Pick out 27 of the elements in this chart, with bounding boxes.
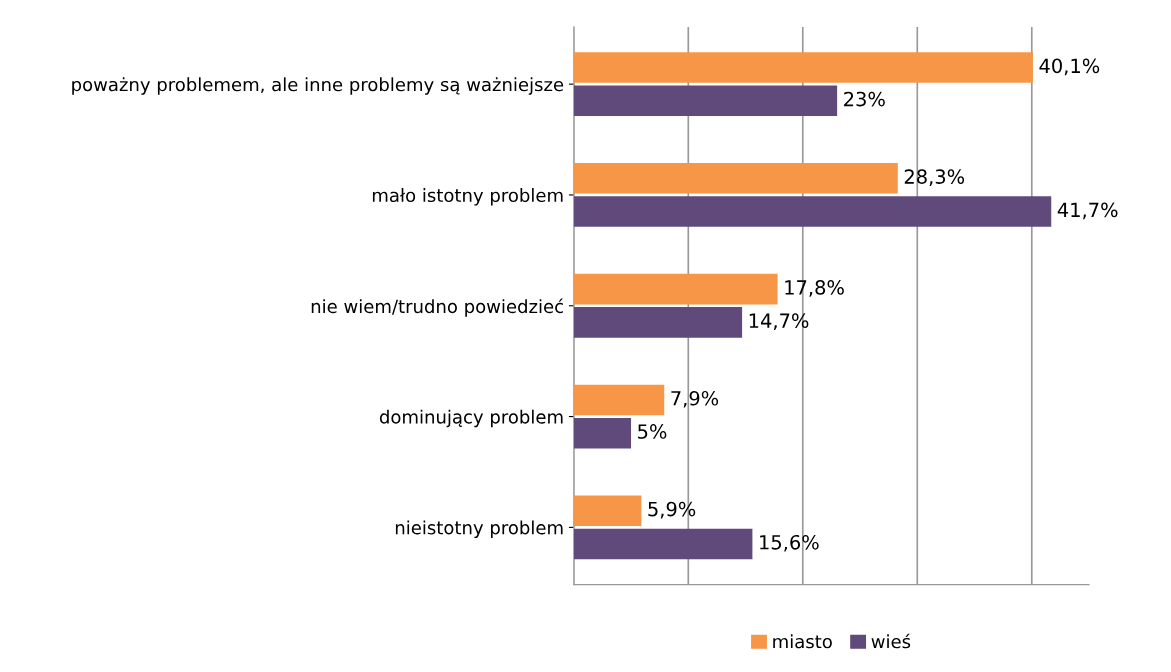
y-tick-label: dominujący problem [379, 409, 563, 428]
bar [573, 417, 632, 449]
bar [573, 495, 642, 527]
bar [573, 273, 778, 305]
bar [573, 307, 743, 338]
data-label: 15,6% [760, 534, 819, 552]
legend-label: miasto [773, 634, 832, 649]
y-tick-label: nieistotny problem [395, 520, 563, 538]
bar [573, 196, 1052, 227]
data-label: 23% [844, 91, 885, 107]
data-label: 41,7% [1057, 202, 1118, 220]
bar [573, 85, 838, 117]
y-tick-label: mało istotny problem [372, 188, 563, 206]
y-tick-label: nie wiem/trudno powiedzieć [311, 298, 563, 317]
data-label: 28,3% [904, 169, 965, 186]
bar [573, 528, 753, 560]
data-label: 40,1% [1039, 58, 1100, 76]
bar [573, 384, 665, 416]
bar [573, 163, 898, 194]
data-label: 14,7% [749, 313, 809, 331]
legend-label: wieś [871, 633, 911, 649]
data-label: 7,9% [671, 390, 719, 408]
data-label: 5,9% [648, 501, 696, 519]
bar [573, 52, 1033, 83]
data-label: 5% [638, 424, 667, 439]
y-tick-label: poważny problemem, ale inne problemy są ważniejsze [72, 77, 564, 95]
data-label: 17,8% [785, 280, 844, 297]
